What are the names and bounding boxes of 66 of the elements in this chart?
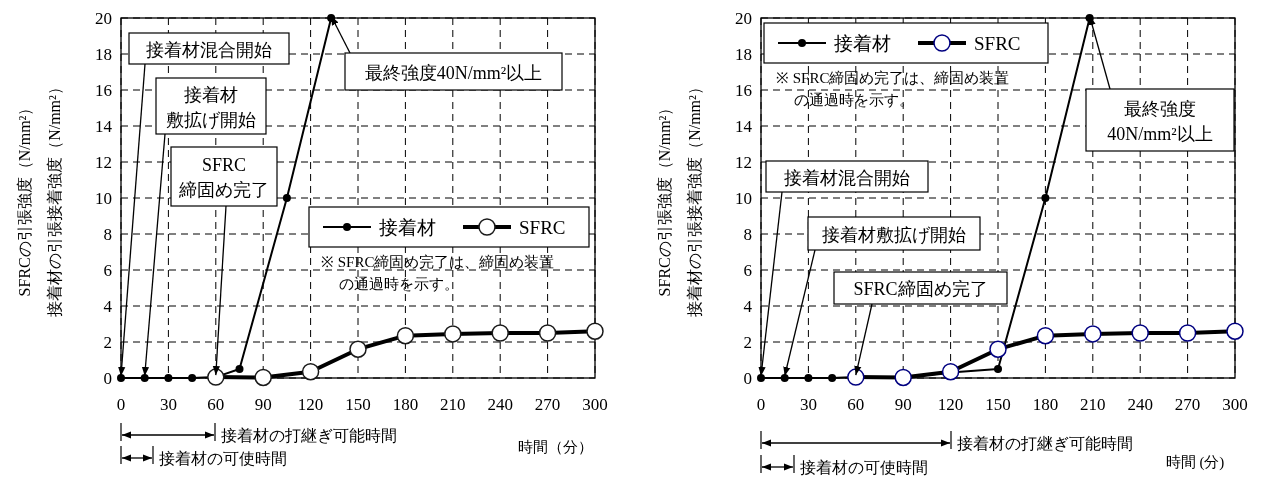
y-tick-label: 12	[95, 153, 112, 172]
annotation: ※ SFRC締固め完了は、締固め装置の通過時を示す。	[321, 254, 555, 292]
x-tick-label: 270	[1174, 395, 1201, 414]
y-tick-label: 6	[743, 261, 752, 280]
x-axis-title: 時間 (分)	[1165, 454, 1225, 471]
text: 接着材の可使時間	[159, 450, 287, 467]
legend-label: SFRC	[974, 33, 1021, 54]
x-tick-label: 240	[487, 395, 513, 414]
y-tick-label: 18	[735, 45, 752, 64]
x-tick-label: 150	[345, 395, 371, 414]
x-tick-label: 90	[894, 395, 912, 414]
x-tick-label: 60	[207, 395, 225, 414]
annotation: 最終強度40N/mm²以上	[364, 62, 543, 83]
y-tick-label: 20	[735, 9, 752, 28]
annotation: 最終強度40N/mm²以上	[1107, 98, 1213, 144]
text: 接着材の打継ぎ可能時間	[957, 435, 1133, 452]
annotation: 接着材混合開始	[784, 167, 910, 188]
x-axis-title: 時間（分）	[517, 439, 593, 455]
annotation: ※ SFRC締固め完了は、締固め装置の通過時を示す。	[776, 70, 1010, 108]
y-axis-title: SFRCの引張強度（N/mm²）接着材の引張接着強度（N/mm²）	[656, 79, 703, 317]
x-tick-label: 300	[1222, 395, 1248, 414]
y-tick-label: 0	[103, 369, 112, 388]
x-tick-label: 180	[1032, 395, 1059, 414]
x-tick-label: 180	[392, 395, 419, 414]
text: 接着材の打継ぎ可能時間	[221, 427, 397, 444]
legend-label: 接着材	[834, 33, 891, 54]
y-tick-label: 16	[735, 81, 752, 100]
x-tick-label: 120	[937, 395, 964, 414]
legend-label: SFRC	[519, 217, 566, 238]
y-tick-label: 2	[103, 333, 112, 352]
annotation: 接着材混合開始	[146, 39, 272, 60]
y-tick-label: 6	[103, 261, 112, 280]
annotation: 接着材敷拡げ開始	[166, 84, 256, 130]
annotation: SFRC締固め完了	[178, 155, 269, 200]
y-tick-label: 10	[735, 189, 752, 208]
text: 接着材の可使時間	[800, 459, 928, 476]
y-tick-label: 14	[735, 117, 753, 136]
y-tick-label: 10	[95, 189, 112, 208]
y-tick-label: 8	[103, 225, 112, 244]
y-tick-label: 14	[95, 117, 113, 136]
x-tick-label: 270	[534, 395, 561, 414]
y-tick-label: 12	[735, 153, 752, 172]
y-tick-label: 16	[95, 81, 112, 100]
legend-label: 接着材	[379, 217, 436, 238]
y-tick-label: 2	[743, 333, 752, 352]
annotation: 接着材敷拡げ開始	[822, 224, 966, 245]
x-tick-label: 90	[254, 395, 272, 414]
y-tick-label: 18	[95, 45, 112, 64]
y-tick-label: 20	[95, 9, 112, 28]
x-tick-label: 300	[582, 395, 608, 414]
x-tick-label: 60	[847, 395, 865, 414]
y-tick-label: 4	[743, 297, 753, 316]
x-tick-label: 30	[799, 395, 817, 414]
x-tick-label: 210	[1080, 395, 1106, 414]
y-tick-label: 0	[743, 369, 752, 388]
x-tick-label: 210	[440, 395, 466, 414]
x-tick-label: 0	[756, 395, 766, 414]
x-tick-label: 150	[985, 395, 1011, 414]
x-tick-label: 240	[1127, 395, 1153, 414]
y-tick-label: 8	[743, 225, 752, 244]
x-tick-label: 120	[297, 395, 324, 414]
annotation: SFRC締固め完了	[853, 279, 988, 299]
y-axis-title: SFRCの引張強度（N/mm²）接着材の引張接着強度（N/mm²）	[16, 79, 63, 317]
y-tick-label: 4	[103, 297, 113, 316]
x-tick-label: 0	[116, 395, 126, 414]
x-tick-label: 30	[159, 395, 177, 414]
